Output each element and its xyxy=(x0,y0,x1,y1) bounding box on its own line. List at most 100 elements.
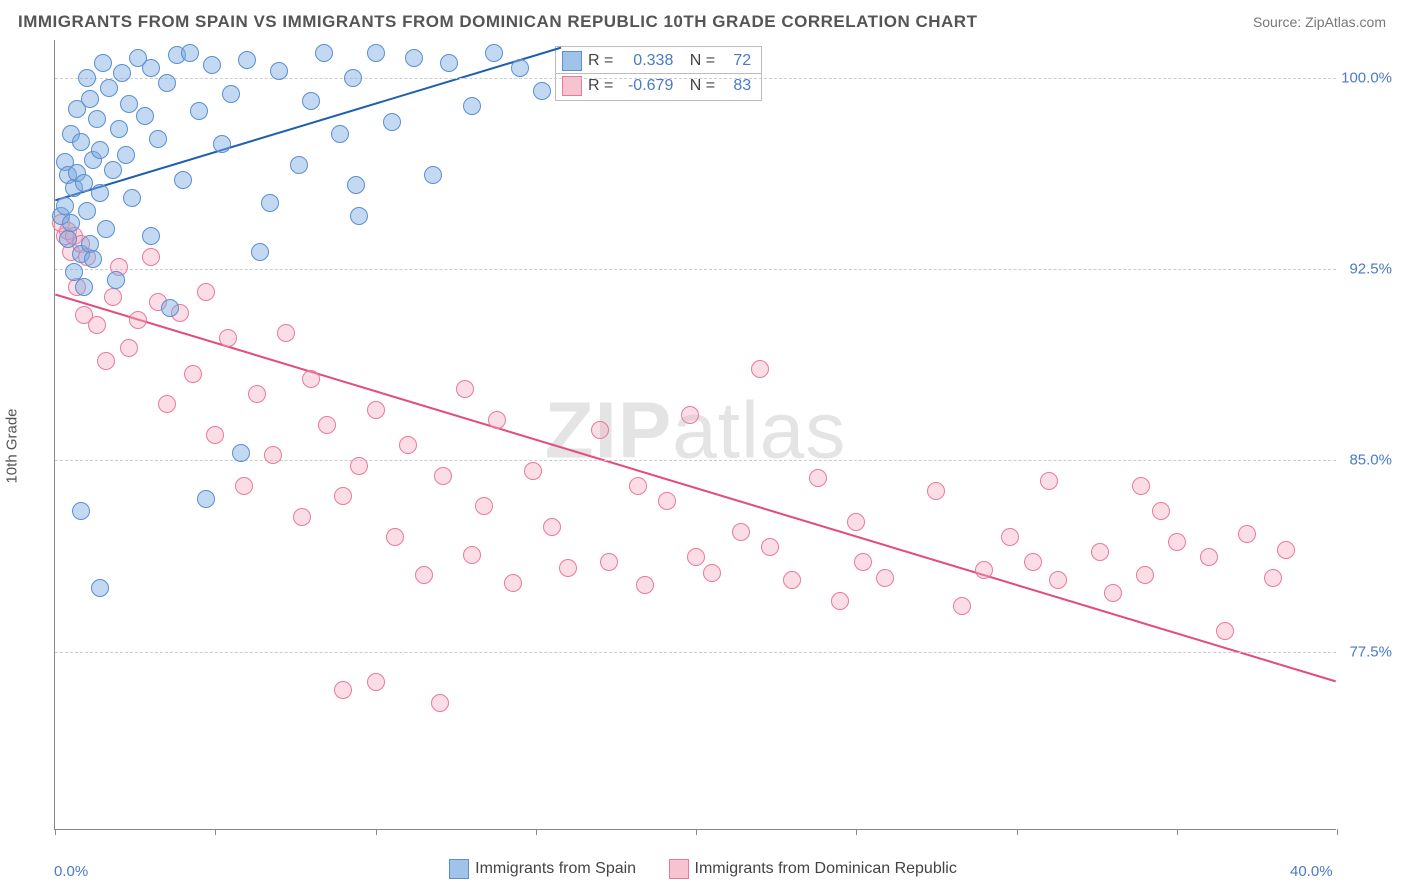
chart-plot-area: ZIPatlas R = 0.338 N = 72 R = -0.679 N =… xyxy=(54,40,1336,830)
data-point xyxy=(219,329,237,347)
data-point xyxy=(290,156,308,174)
data-point xyxy=(97,352,115,370)
xtick xyxy=(536,829,537,835)
ytick-label: 77.5% xyxy=(1349,643,1392,660)
swatch-dr-icon xyxy=(669,859,689,879)
data-point xyxy=(206,426,224,444)
data-point xyxy=(658,492,676,510)
data-point xyxy=(142,59,160,77)
data-point xyxy=(559,559,577,577)
data-point xyxy=(75,278,93,296)
data-point xyxy=(809,469,827,487)
data-point xyxy=(751,360,769,378)
data-point xyxy=(600,553,618,571)
data-point xyxy=(975,561,993,579)
data-point xyxy=(415,566,433,584)
data-point xyxy=(854,553,872,571)
data-point xyxy=(1277,541,1295,559)
legend-label-dr: Immigrants from Dominican Republic xyxy=(695,860,957,878)
data-point xyxy=(331,125,349,143)
data-point xyxy=(78,69,96,87)
data-point xyxy=(97,220,115,238)
data-point xyxy=(440,54,458,72)
data-point xyxy=(270,62,288,80)
data-point xyxy=(383,113,401,131)
data-point xyxy=(75,174,93,192)
data-point xyxy=(485,44,503,62)
data-point xyxy=(1264,569,1282,587)
y-axis-label: 10th Grade xyxy=(4,408,21,483)
data-point xyxy=(350,207,368,225)
r-value-dr: -0.679 xyxy=(619,77,673,95)
xtick xyxy=(1017,829,1018,835)
data-point xyxy=(687,548,705,566)
legend-item-spain: Immigrants from Spain xyxy=(449,859,636,879)
data-point xyxy=(190,102,208,120)
data-point xyxy=(232,444,250,462)
data-point xyxy=(1132,477,1150,495)
data-point xyxy=(463,546,481,564)
data-point xyxy=(543,518,561,536)
n-label: N = xyxy=(690,52,715,70)
data-point xyxy=(78,202,96,220)
data-point xyxy=(84,250,102,268)
data-point xyxy=(1200,548,1218,566)
xtick-label-min: 0.0% xyxy=(54,863,88,880)
data-point xyxy=(1216,622,1234,640)
data-point xyxy=(235,477,253,495)
r-label: R = xyxy=(588,52,613,70)
data-point xyxy=(636,576,654,594)
legend-label-spain: Immigrants from Spain xyxy=(475,860,636,878)
data-point xyxy=(129,311,147,329)
data-point xyxy=(117,146,135,164)
data-point xyxy=(732,523,750,541)
data-point xyxy=(488,411,506,429)
data-point xyxy=(251,243,269,261)
data-point xyxy=(475,497,493,515)
data-point xyxy=(72,502,90,520)
swatch-spain-icon xyxy=(562,51,582,71)
data-point xyxy=(533,82,551,100)
data-point xyxy=(318,416,336,434)
data-point xyxy=(424,166,442,184)
data-point xyxy=(197,283,215,301)
data-point xyxy=(511,59,529,77)
data-point xyxy=(1104,584,1122,602)
data-point xyxy=(104,288,122,306)
data-point xyxy=(1040,472,1058,490)
data-point xyxy=(347,176,365,194)
stats-row-dr: R = -0.679 N = 83 xyxy=(556,73,761,98)
xtick xyxy=(1177,829,1178,835)
data-point xyxy=(88,110,106,128)
xtick xyxy=(696,829,697,835)
data-point xyxy=(72,133,90,151)
r-label: R = xyxy=(588,77,613,95)
data-point xyxy=(1024,553,1042,571)
data-point xyxy=(1168,533,1186,551)
xtick xyxy=(856,829,857,835)
trend-line xyxy=(55,48,561,201)
data-point xyxy=(334,487,352,505)
legend: Immigrants from Spain Immigrants from Do… xyxy=(0,859,1406,884)
data-point xyxy=(120,339,138,357)
data-point xyxy=(831,592,849,610)
data-point xyxy=(113,64,131,82)
data-point xyxy=(158,395,176,413)
xtick xyxy=(55,829,56,835)
data-point xyxy=(142,227,160,245)
data-point xyxy=(184,365,202,383)
data-point xyxy=(367,401,385,419)
data-point xyxy=(104,161,122,179)
data-point xyxy=(344,69,362,87)
legend-item-dr: Immigrants from Dominican Republic xyxy=(669,859,957,879)
data-point xyxy=(367,673,385,691)
data-point xyxy=(174,171,192,189)
data-point xyxy=(222,85,240,103)
data-point xyxy=(277,324,295,342)
n-value-dr: 83 xyxy=(721,77,751,95)
r-value-spain: 0.338 xyxy=(619,52,673,70)
ytick-label: 85.0% xyxy=(1349,452,1392,469)
data-point xyxy=(197,490,215,508)
data-point xyxy=(434,467,452,485)
gridline-h xyxy=(55,460,1336,461)
